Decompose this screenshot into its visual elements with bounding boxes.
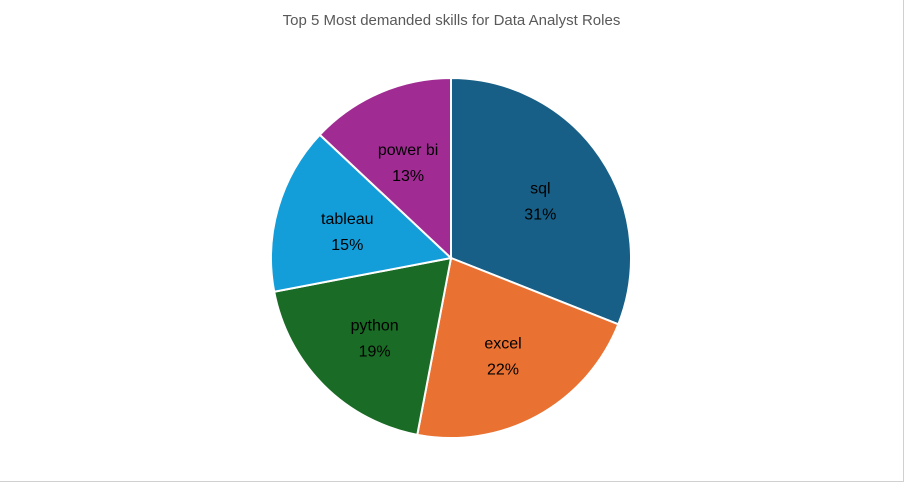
chart-title: Top 5 Most demanded skills for Data Anal… <box>282 12 621 29</box>
pie-slice-power-bi <box>318 76 452 261</box>
slice-category-label: tableau <box>321 211 374 228</box>
slice-percent-label: 31% <box>524 206 556 223</box>
slice-category-label: sql <box>530 180 550 197</box>
pie-slice-excel <box>416 256 620 439</box>
slice-category-label: excel <box>484 336 521 353</box>
slice-category-label: python <box>351 317 399 334</box>
pie-slice-python <box>273 256 453 436</box>
pie-slice-sql <box>450 76 632 326</box>
slice-percent-label: 19% <box>359 343 391 360</box>
slice-percent-label: 15% <box>331 237 363 254</box>
slice-category-label: power bi <box>378 142 438 159</box>
slice-percent-label: 13% <box>392 168 424 185</box>
pie-slice-tableau <box>270 133 454 293</box>
slice-percent-label: 22% <box>487 362 519 379</box>
